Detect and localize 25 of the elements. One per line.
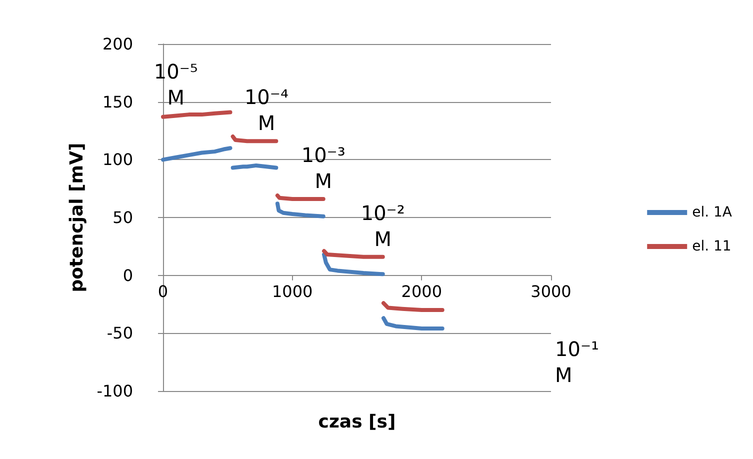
y-tick-label: 0 (122, 266, 133, 285)
line-series (161, 146, 232, 162)
x-tick-label: 0 (158, 282, 168, 301)
y-tick-label: -50 (106, 324, 133, 343)
line-series (275, 202, 326, 218)
y-axis-title: potencjal [mV] (66, 142, 88, 292)
y-tick-label: 100 (102, 150, 133, 170)
annotation: 10⁻² M (360, 200, 405, 251)
x-tick-label: 1000 (272, 282, 313, 301)
legend-label: el. 11 (692, 238, 732, 254)
line-series (322, 252, 385, 276)
x-tick-label: 2000 (401, 282, 442, 301)
annotation: 10⁻⁵ M (154, 60, 198, 110)
y-tick-label: 150 (102, 92, 133, 112)
annotation: 10⁻⁴ M (244, 85, 288, 136)
legend-label: el. 1A (692, 204, 732, 220)
text: 10⁻¹ M (555, 337, 600, 387)
x-axis-title: czas [s] (318, 412, 396, 432)
y-tick-label: 200 (102, 34, 133, 54)
annotation: 10⁻³ M (301, 142, 346, 193)
y-tick-label: -100 (96, 382, 133, 400)
line-series (382, 301, 444, 312)
y-tick-label: 50 (112, 208, 133, 227)
x-tick-label: 3000 (530, 282, 572, 301)
line-series (382, 316, 444, 331)
